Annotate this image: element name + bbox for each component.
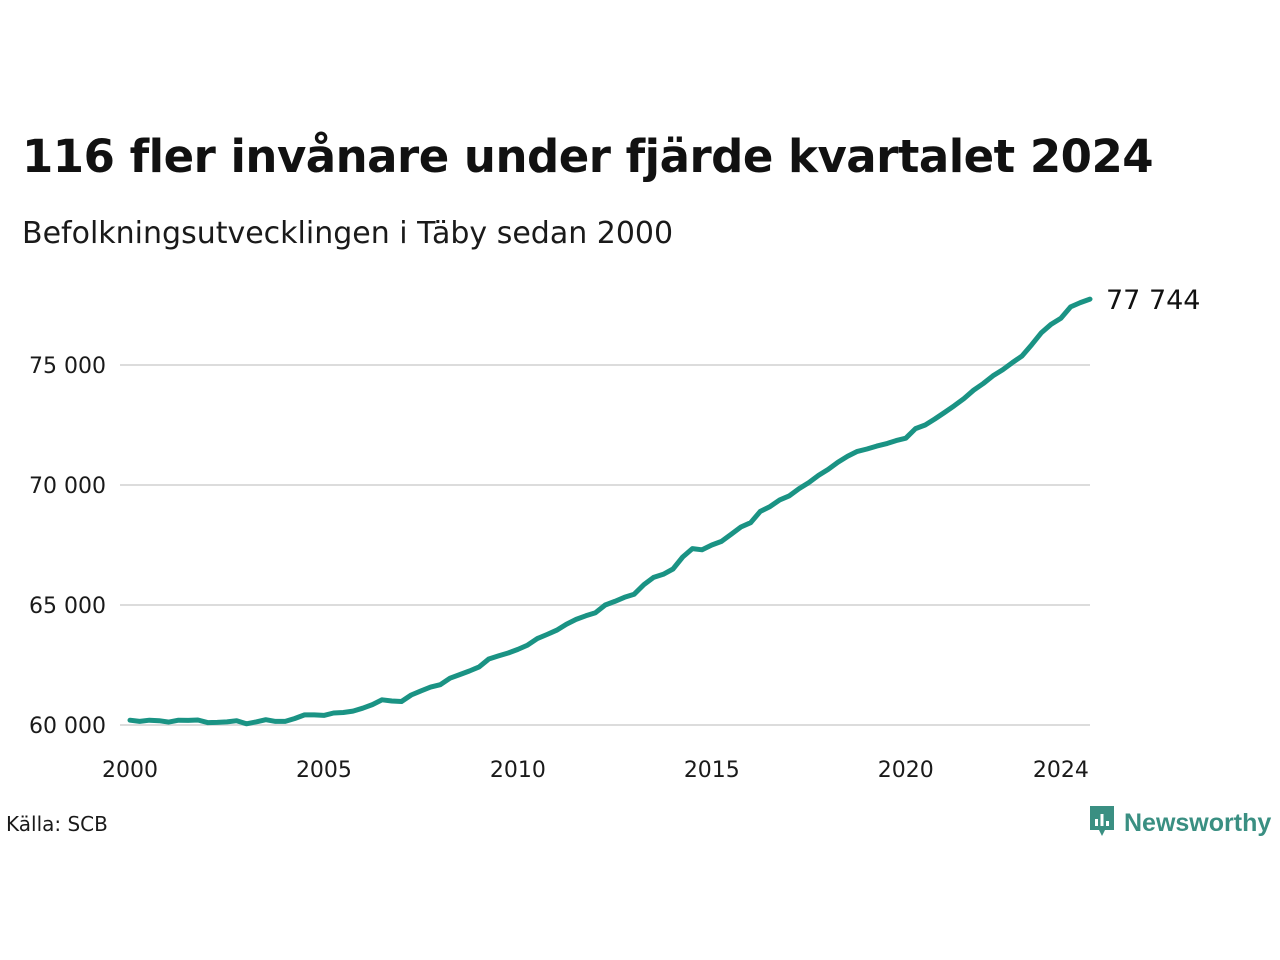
source-note: Källa: SCB bbox=[6, 812, 108, 836]
newsworthy-logo-icon bbox=[1088, 804, 1116, 842]
y-tick-label: 60 000 bbox=[29, 714, 106, 739]
population-series-line bbox=[127, 296, 1093, 727]
brand-name: Newsworthy bbox=[1124, 808, 1272, 837]
x-tick-label: 2010 bbox=[490, 758, 546, 783]
x-tick-label: 2000 bbox=[102, 758, 158, 783]
newsworthy-brand: Newsworthy bbox=[1088, 804, 1271, 842]
gridlines bbox=[120, 364, 1090, 726]
y-axis-tick-labels: 60 000 65 000 70 000 75 000 bbox=[29, 354, 106, 739]
x-tick-label: 2005 bbox=[296, 758, 352, 783]
y-tick-label: 65 000 bbox=[29, 594, 106, 619]
y-tick-label: 75 000 bbox=[29, 354, 106, 379]
chart-subtitle: Befolkningsutvecklingen i Täby sedan 200… bbox=[22, 216, 674, 251]
x-tick-label: 2015 bbox=[684, 758, 740, 783]
x-tick-label: 2020 bbox=[878, 758, 934, 783]
end-value-label: 77 744 bbox=[1106, 285, 1200, 316]
chart-title: 116 fler invånare under fjärde kvartalet… bbox=[22, 130, 1154, 183]
x-tick-label: 2024 bbox=[1033, 758, 1089, 783]
y-tick-label: 70 000 bbox=[29, 474, 106, 499]
x-axis-tick-labels: 2000 2005 2010 2015 2020 2024 bbox=[102, 758, 1089, 783]
